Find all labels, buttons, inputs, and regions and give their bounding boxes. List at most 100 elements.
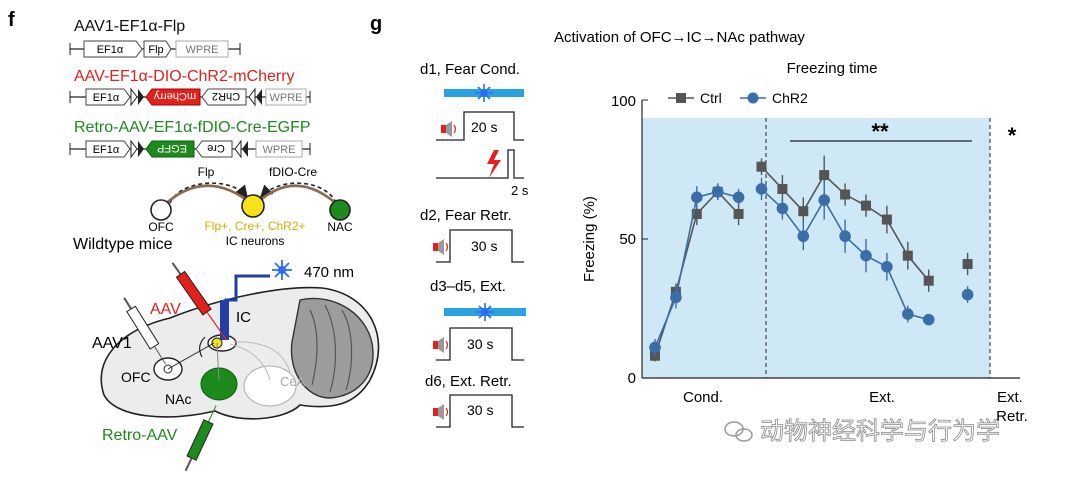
chr2-point xyxy=(711,185,724,198)
ctrl-point xyxy=(962,259,973,270)
nac-neuron xyxy=(329,199,351,221)
ctrl-point xyxy=(902,250,913,261)
ctrl-point xyxy=(798,206,809,217)
blue-light-icon xyxy=(475,84,493,102)
protocol-schematic: d1, Fear Cond. 20 s 2 s d2, Fear Retr. 3… xyxy=(420,61,529,428)
freezing-chart: Freezing time Freezing (%) 100 50 0 Cond… xyxy=(581,60,1028,425)
d6-label: d6, Ext. Retr. xyxy=(425,373,512,390)
ofc-label: OFC xyxy=(148,220,174,234)
nac-region-label: NAc xyxy=(165,391,191,407)
speaker-icon xyxy=(433,404,449,420)
d3-label: d3–d5, Ext. xyxy=(430,278,506,295)
ctrl-point xyxy=(777,183,788,194)
construct3-map: EF1α EGFP Cre WPRE xyxy=(69,139,311,159)
chr2-point xyxy=(839,230,851,243)
brain-schematic: 470 nm IC AAV AAV1 OFC NAc CeA Retro-AAV xyxy=(92,260,380,472)
ctrl-point xyxy=(881,214,892,225)
ofc-region-label: OFC xyxy=(121,369,151,385)
chr2-point xyxy=(818,194,830,206)
cre-arrow xyxy=(259,182,337,204)
y-tick-label: 50 xyxy=(619,231,636,248)
wildtype-label: Wildtype mice xyxy=(73,236,173,253)
svg-text:mCherry: mCherry xyxy=(153,90,196,102)
chr2-point xyxy=(755,183,768,195)
cea-label: CeA xyxy=(280,374,306,389)
phase-label-ext-retr: Ext. Retr. xyxy=(996,389,1028,425)
svg-text:EGFP: EGFP xyxy=(157,142,187,154)
cre-box xyxy=(195,140,233,158)
aav1-syringe xyxy=(123,297,166,365)
cerebellum xyxy=(290,297,374,399)
blue-light-icon xyxy=(476,303,494,321)
construct1-map: EF1α Flp WPRE xyxy=(69,40,241,58)
nac-label: NAC xyxy=(327,220,353,234)
legend-chr2-marker xyxy=(747,92,759,104)
phase-label-ext-retr-line1: Ext. xyxy=(997,389,1023,406)
panel-g-title: Activation of OFC→IC→NAc pathway xyxy=(554,29,805,46)
ic-label: IC xyxy=(236,309,251,326)
chr2-point xyxy=(691,191,703,204)
chr2-point xyxy=(797,230,810,243)
svg-text:EF1α: EF1α xyxy=(93,92,120,104)
ef1a-promoter-box xyxy=(83,40,143,58)
y-axis-label: Freezing (%) xyxy=(581,196,598,282)
svg-text:30 s: 30 s xyxy=(467,402,493,418)
chart-title: Freezing time xyxy=(787,60,878,77)
svg-text:EF1α: EF1α xyxy=(97,44,124,56)
frt-site-icon xyxy=(234,139,242,159)
wpre-box xyxy=(175,40,229,58)
ic-neurons-label: IC neurons xyxy=(226,234,285,248)
ofc-ic-axon xyxy=(161,184,253,208)
svg-text:Cre: Cre xyxy=(207,142,225,154)
chr2-point xyxy=(649,341,661,354)
svg-text:2 s: 2 s xyxy=(511,183,529,198)
retro-aav-label: Retro-AAV xyxy=(102,427,178,444)
svg-text:Flp: Flp xyxy=(148,44,163,56)
legend: Ctrl ChR2 xyxy=(668,90,808,106)
legend-ctrl: Ctrl xyxy=(700,90,722,106)
blue-light-icon xyxy=(272,260,292,280)
wavelength-label: 470 nm xyxy=(304,264,354,281)
wechat-icon xyxy=(724,421,753,442)
svg-text:WPRE: WPRE xyxy=(186,44,219,56)
nac-region xyxy=(200,367,238,401)
chr2-box xyxy=(201,88,247,106)
ctrl-point xyxy=(923,275,934,286)
egfp-box xyxy=(145,140,195,158)
svg-text:EF1α: EF1α xyxy=(93,144,120,156)
panel-g-label: g xyxy=(370,13,382,35)
circuit-diagram: Flp fDIO-Cre OFC Flp+, Cre+, ChR2+ IC ne… xyxy=(148,165,353,248)
aav1-label: AAV1 xyxy=(92,335,132,352)
chr2-point xyxy=(961,288,974,301)
chr2-point xyxy=(881,261,893,273)
chr2-point xyxy=(776,202,789,215)
chr2-point xyxy=(860,249,872,262)
watermark-text: 动物神经科学与行为学 xyxy=(760,418,1000,445)
lox-site-icon xyxy=(130,87,138,107)
svg-text:20 s: 20 s xyxy=(471,119,497,135)
tone-trace-d2 xyxy=(436,229,524,263)
speaker-icon xyxy=(433,337,449,353)
construct2-title: AAV-EF1α-DIO-ChR2-mCherry xyxy=(74,68,295,85)
watermark: 动物神经科学与行为学 xyxy=(724,418,1000,445)
lox-site-icon xyxy=(256,89,262,105)
frt-site-icon xyxy=(130,139,138,159)
ctrl-point xyxy=(819,170,830,181)
speaker-icon xyxy=(441,121,457,137)
cea-region xyxy=(243,365,297,407)
phase-label-ext: Ext. xyxy=(869,389,895,406)
svg-text:WPRE: WPRE xyxy=(263,144,296,156)
chr2-point xyxy=(732,191,745,204)
chr2-point xyxy=(670,291,682,304)
svg-text:30 s: 30 s xyxy=(467,336,493,352)
svg-text:WPRE: WPRE xyxy=(270,92,303,104)
aav-syringe xyxy=(171,262,227,341)
panel-f-label: f xyxy=(8,9,15,31)
significance-retr: * xyxy=(1008,123,1017,148)
flp-label: Flp xyxy=(198,165,215,179)
y-tick-label: 0 xyxy=(628,370,636,387)
svg-text:ChR2: ChR2 xyxy=(212,90,240,102)
frt-site-icon xyxy=(138,141,144,157)
phase-label-cond: Cond. xyxy=(683,389,723,406)
